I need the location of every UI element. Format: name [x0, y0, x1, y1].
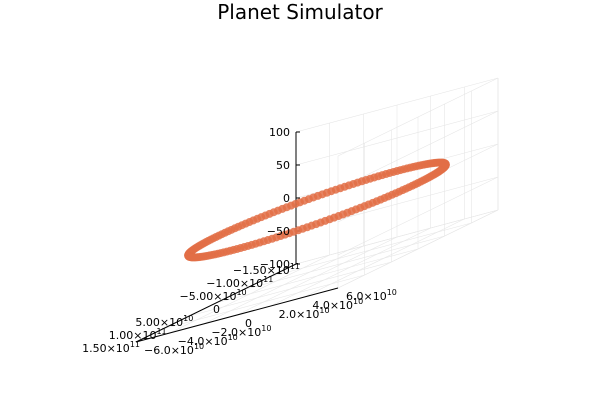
x-tick-label: 1.00×1011 — [109, 327, 167, 342]
grid-line-z-right — [337, 77, 499, 157]
x-tick-label: −5.00×1010 — [180, 288, 247, 303]
x-axis-line — [135, 263, 297, 343]
chart-title: Planet Simulator — [217, 0, 383, 24]
z-tick-label: −50 — [267, 225, 290, 238]
x-tick-label: −1.00×1011 — [206, 275, 273, 290]
x-tick-label: 0 — [213, 303, 220, 316]
grid-line-z-right — [337, 110, 499, 190]
y-tick-label: −6.0×1010 — [144, 342, 204, 357]
y-tick-label: −4.0×1010 — [178, 333, 238, 348]
grid-line-z — [295, 209, 499, 265]
grid-layer — [135, 77, 499, 343]
x-tick-label: 1.50×1011 — [82, 340, 140, 355]
y-tick-label: −2.0×1010 — [211, 324, 271, 339]
x-tick-label: −1.50×1011 — [233, 262, 300, 277]
grid-line-x-floor — [162, 274, 365, 330]
axis-layer — [135, 131, 339, 343]
z-tick-label: 50 — [276, 159, 290, 172]
grid-line-z-right — [337, 176, 499, 256]
data-layer — [184, 158, 450, 262]
y-tick-label: 0 — [245, 317, 252, 330]
y-tick-label: 4.0×1010 — [312, 297, 363, 312]
y-tick-label: 2.0×1010 — [279, 306, 330, 321]
z-tick-label: 100 — [269, 126, 290, 139]
grid-line-x-floor — [242, 235, 445, 291]
grid-line-x-floor — [215, 248, 419, 304]
orbit-point — [229, 245, 238, 254]
y-axis-line — [135, 287, 339, 343]
z-tick-label: 0 — [283, 192, 290, 205]
grid-line-z — [295, 77, 499, 133]
grid-line-z-right — [337, 209, 499, 289]
grid-line-x-floor — [189, 261, 392, 317]
x-tick-label: 5.00×1010 — [135, 314, 193, 329]
label-layer: 100 50 0 −50 −100−1.50×1011−1.00×1011−5.00×1… — [82, 126, 397, 357]
z-tick-label: −100 — [260, 258, 290, 271]
grid-line-x-floor — [269, 222, 472, 278]
y-tick-label: 6.0×1010 — [346, 288, 397, 303]
grid-line-z — [295, 110, 499, 166]
